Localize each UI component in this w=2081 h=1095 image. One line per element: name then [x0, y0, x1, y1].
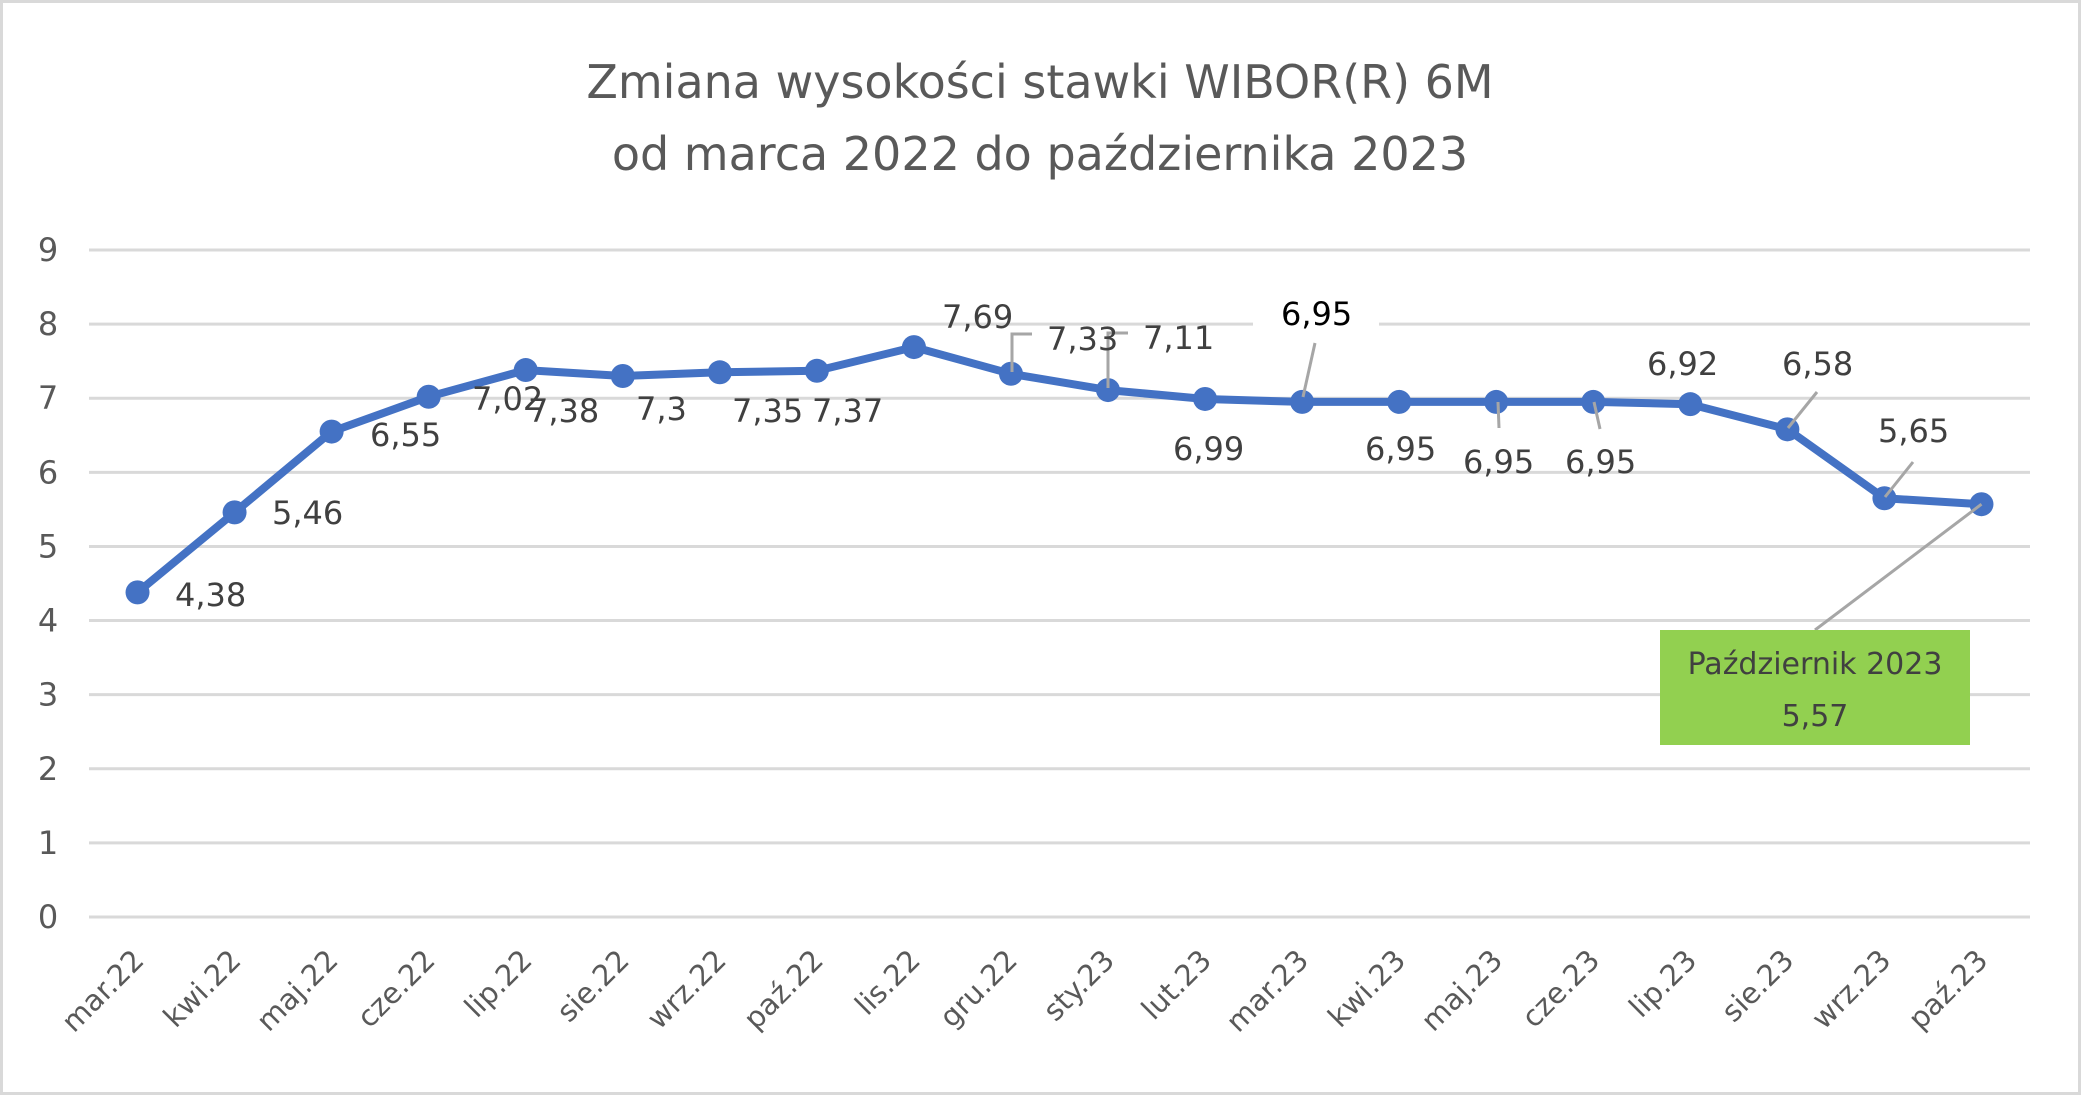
callout-october-2023: Październik 2023 5,57	[1660, 503, 1983, 745]
x-tick-label: lis.22	[848, 943, 927, 1022]
y-tick-label: 6	[38, 453, 58, 491]
callout-value: 5,57	[1782, 699, 1849, 734]
leader-line	[1883, 461, 1915, 498]
y-tick-label: 3	[38, 676, 58, 714]
y-tick-label: 5	[38, 527, 58, 565]
gridlines	[89, 248, 2030, 919]
y-tick-label: 4	[38, 602, 58, 640]
y-axis: 0 1 2 3 4 5 6 7 8 9	[38, 231, 58, 936]
data-point	[416, 384, 441, 409]
data-point	[707, 360, 732, 385]
y-tick-label: 0	[38, 898, 58, 936]
data-point	[1290, 389, 1315, 414]
data-labels: 4,38 5,46 6,55 7,027,38 7,3 7,35 7,37 7,69 7,33 7…	[175, 290, 1949, 614]
data-label-cze.22: 7,02	[472, 380, 543, 418]
x-tick-label: wrz.22	[640, 943, 733, 1036]
x-tick-label: sie.22	[550, 943, 636, 1029]
x-tick-label: mar.22	[55, 943, 151, 1039]
data-point	[610, 363, 635, 388]
chart-title-line-2: od marca 2022 do października 2023	[612, 127, 1468, 181]
callout-title: Październik 2023	[1688, 647, 1943, 682]
x-tick-label: lip.22	[458, 943, 539, 1024]
data-label-wrz.23: 5,65	[1878, 412, 1949, 450]
data-point	[1387, 389, 1412, 414]
x-tick-label: paź.22	[737, 943, 830, 1036]
x-tick-label: gru.22	[933, 943, 1024, 1034]
data-point	[125, 580, 150, 605]
leader-line	[1592, 401, 1602, 430]
y-tick-label: 1	[38, 824, 58, 862]
data-point	[1484, 389, 1509, 414]
data-label-lis.22: 7,69	[942, 298, 1013, 336]
x-tick-label: sty.23	[1036, 943, 1121, 1028]
data-label-lip.22: 7,38	[528, 392, 599, 430]
data-point	[319, 419, 344, 444]
x-tick-label: cze.23	[1515, 943, 1606, 1034]
data-point	[1193, 386, 1218, 411]
chart-title: Zmiana wysokości stawki WIBOR(R) 6M od m…	[586, 55, 1493, 181]
data-point	[1096, 378, 1121, 403]
y-tick-label: 2	[38, 750, 58, 788]
leader-line	[1106, 331, 1128, 388]
series-line	[134, 343, 1982, 596]
data-label-kwi.23: 6,95	[1365, 430, 1436, 468]
x-tick-label: mar.23	[1219, 943, 1315, 1039]
data-label-paź.22: 7,37	[812, 392, 883, 430]
x-tick-label: kwi.23	[1321, 943, 1412, 1034]
leader-line	[1301, 342, 1317, 398]
data-point	[901, 335, 926, 360]
data-point	[1775, 417, 1800, 442]
data-label-lip.23: 6,92	[1647, 345, 1718, 383]
label-background	[1253, 290, 1379, 334]
data-label-sty.23: 7,11	[1143, 319, 1214, 357]
x-tick-label: lip.23	[1622, 943, 1703, 1024]
data-point	[804, 358, 829, 383]
y-tick-label: 8	[38, 305, 58, 343]
data-label-kwi.22: 5,46	[272, 494, 343, 532]
callout-leader-line	[1814, 503, 1983, 632]
callout-box	[1660, 630, 1970, 745]
series-wibor-6m	[125, 335, 1994, 605]
data-point	[998, 361, 1023, 386]
x-tick-label: maj.23	[1414, 943, 1509, 1038]
leader-line	[1786, 391, 1819, 429]
x-tick-label: maj.22	[250, 943, 345, 1038]
leader-line	[1010, 332, 1032, 372]
data-label-mar.22: 4,38	[175, 576, 246, 614]
x-tick-label: cze.22	[350, 943, 441, 1034]
data-point	[1678, 392, 1703, 417]
data-label-cze.23: 6,95	[1565, 443, 1636, 481]
data-label-wrz.22: 7,35	[732, 392, 803, 430]
x-tick-label: sie.23	[1715, 943, 1801, 1029]
x-axis: mar.22 kwi.22 maj.22 cze.22 lip.22 sie.22 wrz.…	[55, 943, 1995, 1039]
data-label-lut.23: 6,99	[1173, 430, 1244, 468]
data-label-maj.23: 6,95	[1463, 443, 1534, 481]
x-tick-label: wrz.23	[1805, 943, 1898, 1036]
data-label-sie.23: 6,58	[1782, 345, 1853, 383]
chart-title-line-1: Zmiana wysokości stawki WIBOR(R) 6M	[586, 55, 1493, 109]
x-tick-label: paź.23	[1901, 943, 1994, 1036]
data-label-mar.23: 6,95	[1281, 295, 1352, 333]
data-point	[222, 500, 247, 525]
leader-line	[1496, 401, 1501, 429]
data-label-sie.22: 7,3	[636, 390, 687, 428]
data-point	[513, 358, 538, 383]
data-point	[1872, 486, 1897, 511]
y-tick-label: 9	[38, 231, 58, 269]
data-point	[1581, 389, 1606, 414]
x-tick-label: lut.23	[1135, 943, 1218, 1026]
y-tick-label: 7	[38, 379, 58, 417]
x-tick-label: kwi.22	[157, 943, 248, 1034]
data-label-gru.22: 7,33	[1047, 320, 1118, 358]
data-label-maj.22: 6,55	[370, 416, 441, 454]
